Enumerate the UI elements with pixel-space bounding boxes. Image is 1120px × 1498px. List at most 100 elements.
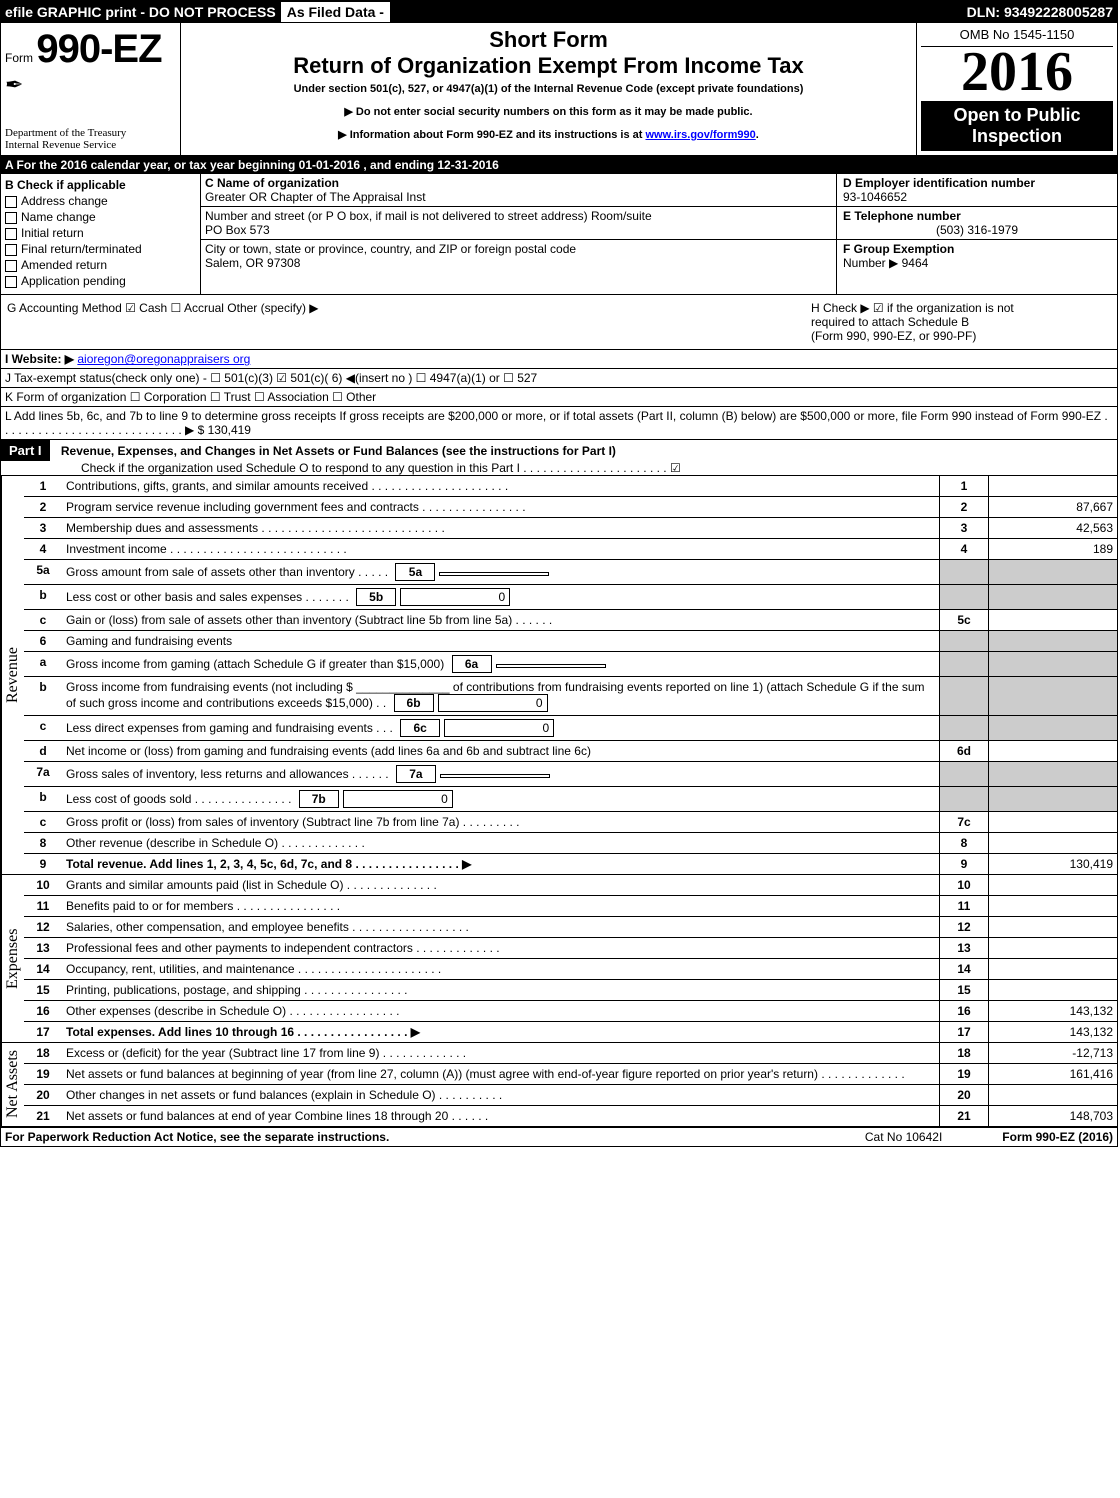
- expenses-section: Expenses 10Grants and similar amounts pa…: [1, 875, 1117, 1043]
- line-number: d: [24, 741, 62, 762]
- check-amended-return[interactable]: Amended return: [5, 258, 196, 272]
- addr-value: PO Box 573: [205, 223, 832, 237]
- line-amount: 161,416: [989, 1064, 1118, 1085]
- line-row: 14Occupancy, rent, utilities, and mainte…: [24, 959, 1117, 980]
- line-number: 4: [24, 539, 62, 560]
- line-number: 18: [24, 1043, 62, 1064]
- org-name-field: C Name of organization Greater OR Chapte…: [201, 174, 836, 207]
- revenue-section: Revenue 1Contributions, gifts, grants, a…: [1, 476, 1117, 875]
- h-line2: required to attach Schedule B: [811, 315, 1111, 329]
- revenue-side-label: Revenue: [1, 476, 24, 874]
- line-row: 8Other revenue (describe in Schedule O) …: [24, 833, 1117, 854]
- name-address-block: C Name of organization Greater OR Chapte…: [201, 174, 837, 294]
- line-desc: Gross profit or (loss) from sales of inv…: [62, 812, 940, 833]
- ein-value: 93-1046652: [843, 190, 1111, 204]
- netassets-table: 18Excess or (deficit) for the year (Subt…: [24, 1043, 1117, 1126]
- line-number: 7a: [24, 762, 62, 787]
- irs-link[interactable]: www.irs.gov/form990: [646, 129, 756, 141]
- e-label: E Telephone number: [843, 209, 1111, 223]
- line-number: b: [24, 677, 62, 716]
- line-desc: Grants and similar amounts paid (list in…: [62, 875, 940, 896]
- line-row: 17Total expenses. Add lines 10 through 1…: [24, 1022, 1117, 1043]
- line-row: 3Membership dues and assessments . . . .…: [24, 518, 1117, 539]
- tax-year: 2016: [921, 47, 1113, 97]
- line-box-number: 12: [940, 917, 989, 938]
- line-desc: Gross income from gaming (attach Schedul…: [62, 652, 940, 677]
- as-filed-label: As Filed Data -: [280, 1, 391, 23]
- line-number: 12: [24, 917, 62, 938]
- line-number: c: [24, 812, 62, 833]
- line-desc: Investment income . . . . . . . . . . . …: [62, 539, 940, 560]
- line-desc: Less cost of goods sold . . . . . . . . …: [62, 787, 940, 812]
- line-row: bLess cost or other basis and sales expe…: [24, 585, 1117, 610]
- line-box-number: 6d: [940, 741, 989, 762]
- info-note-text: ▶ Information about Form 990-EZ and its …: [338, 129, 645, 141]
- line-row: 19Net assets or fund balances at beginni…: [24, 1064, 1117, 1085]
- line-number: 10: [24, 875, 62, 896]
- line-desc: Gross income from fundraising events (no…: [62, 677, 940, 716]
- line-desc: Other revenue (describe in Schedule O) .…: [62, 833, 940, 854]
- line-desc: Net income or (loss) from gaming and fun…: [62, 741, 940, 762]
- line-row: 20Other changes in net assets or fund ba…: [24, 1085, 1117, 1106]
- check-initial-return[interactable]: Initial return: [5, 226, 196, 240]
- form-number: 990-EZ: [36, 27, 161, 71]
- line-desc: Printing, publications, postage, and shi…: [62, 980, 940, 1001]
- line-row: aGross income from gaming (attach Schedu…: [24, 652, 1117, 677]
- line-amount: [989, 677, 1118, 716]
- line-row: 18Excess or (deficit) for the year (Subt…: [24, 1043, 1117, 1064]
- line-box-number: 5c: [940, 610, 989, 631]
- line-box-number: 11: [940, 896, 989, 917]
- c-label: C Name of organization: [205, 176, 832, 190]
- line-number: 9: [24, 854, 62, 875]
- line-desc: Professional fees and other payments to …: [62, 938, 940, 959]
- line-amount: 130,419: [989, 854, 1118, 875]
- line-amount: [989, 938, 1118, 959]
- line-amount: 148,703: [989, 1106, 1118, 1127]
- header: Form 990-EZ ✒ Department of the Treasury…: [1, 23, 1117, 156]
- line-number: a: [24, 652, 62, 677]
- line-number: 11: [24, 896, 62, 917]
- check-application-pending[interactable]: Application pending: [5, 274, 196, 288]
- line-amount: -12,713: [989, 1043, 1118, 1064]
- website-link[interactable]: aioregon@oregonappraisers org: [77, 352, 250, 366]
- line-box-number: 8: [940, 833, 989, 854]
- line-row: 1Contributions, gifts, grants, and simil…: [24, 476, 1117, 497]
- line-row: 15Printing, publications, postage, and s…: [24, 980, 1117, 1001]
- sub-box-label: 6a: [452, 655, 492, 673]
- line-amount: [989, 959, 1118, 980]
- form-number-block: Form 990-EZ ✒ Department of the Treasury…: [1, 23, 181, 155]
- check-address-change[interactable]: Address change: [5, 194, 196, 208]
- sub-box-amount: 0: [444, 719, 554, 737]
- line-number: 5a: [24, 560, 62, 585]
- line-row: cGain or (loss) from sale of assets othe…: [24, 610, 1117, 631]
- line-number: 15: [24, 980, 62, 1001]
- line-row: 12Salaries, other compensation, and empl…: [24, 917, 1117, 938]
- phone-value: (503) 316-1979: [843, 223, 1111, 237]
- line-row: 16Other expenses (describe in Schedule O…: [24, 1001, 1117, 1022]
- line-desc: Gross sales of inventory, less returns a…: [62, 762, 940, 787]
- section-a: A For the 2016 calendar year, or tax yea…: [1, 156, 1117, 174]
- h-check: H Check ▶ ☑ if the organization is not r…: [805, 295, 1117, 349]
- line-box-number: 19: [940, 1064, 989, 1085]
- open-to-public: Open to Public Inspection: [921, 101, 1113, 151]
- line-row: 13Professional fees and other payments t…: [24, 938, 1117, 959]
- form-990ez-page: efile GRAPHIC print - DO NOT PROCESS As …: [0, 0, 1118, 1147]
- line-row: 2Program service revenue including gover…: [24, 497, 1117, 518]
- city-value: Salem, OR 97308: [205, 256, 832, 270]
- check-name-change[interactable]: Name change: [5, 210, 196, 224]
- line-box-number: 9: [940, 854, 989, 875]
- check-final-return[interactable]: Final return/terminated: [5, 242, 196, 256]
- line-row: bLess cost of goods sold . . . . . . . .…: [24, 787, 1117, 812]
- line-number: 2: [24, 497, 62, 518]
- line-number: 13: [24, 938, 62, 959]
- accounting-row: G Accounting Method ☑ Cash ☐ Accrual Oth…: [1, 295, 1117, 350]
- line-box-number: [940, 677, 989, 716]
- sub-box-amount: 0: [438, 694, 548, 712]
- line-number: 21: [24, 1106, 62, 1127]
- line-desc: Net assets or fund balances at end of ye…: [62, 1106, 940, 1127]
- line-box-number: 7c: [940, 812, 989, 833]
- line-desc: Contributions, gifts, grants, and simila…: [62, 476, 940, 497]
- open-line2: Inspection: [923, 126, 1111, 147]
- line-amount: 189: [989, 539, 1118, 560]
- line-amount: 87,667: [989, 497, 1118, 518]
